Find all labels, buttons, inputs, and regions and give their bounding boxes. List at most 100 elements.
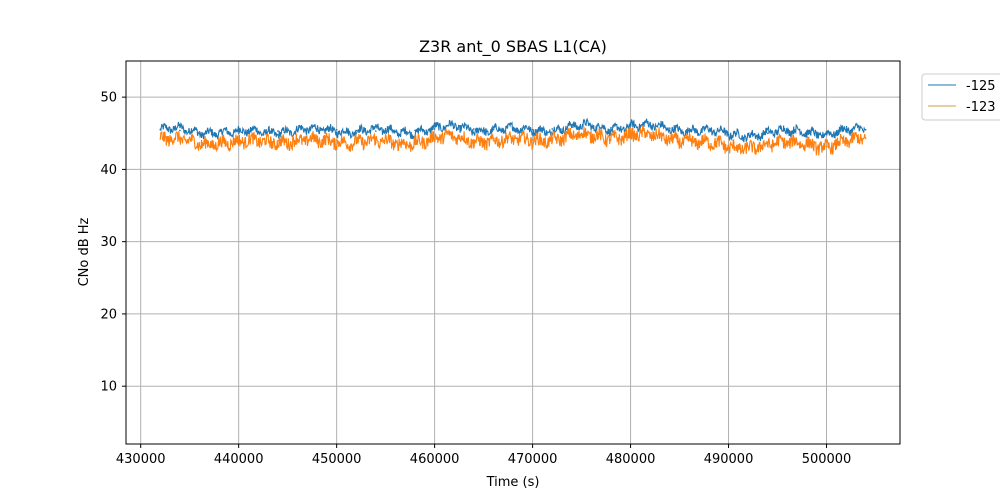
data-point — [649, 126, 651, 128]
data-point — [257, 131, 260, 133]
data-point — [531, 139, 534, 141]
series--123 — [159, 125, 867, 156]
data-point — [669, 137, 671, 140]
data-point — [355, 129, 358, 132]
legend-box — [921, 73, 1000, 121]
legend-label-123: -123 — [966, 100, 996, 115]
data-point — [806, 141, 808, 144]
x-tick-label: 460000 — [410, 452, 460, 467]
x-tick-label: 500000 — [802, 452, 852, 467]
data-point — [766, 132, 769, 135]
data-point — [198, 141, 201, 144]
data-point — [198, 131, 201, 133]
data-point — [473, 128, 475, 130]
data-point — [727, 133, 730, 136]
y-tick-label: 50 — [100, 91, 117, 106]
data-point — [414, 129, 416, 132]
data-point — [237, 142, 240, 145]
x-tick-label: 440000 — [214, 452, 264, 467]
data-point — [277, 130, 279, 132]
data-point — [159, 138, 162, 140]
data-point — [864, 128, 867, 131]
data-point — [394, 131, 397, 133]
data-point — [766, 144, 769, 146]
plot-frame — [125, 60, 901, 445]
data-point — [629, 133, 632, 136]
data-point — [257, 140, 260, 142]
x-tick-label: 470000 — [508, 452, 558, 467]
data-point — [727, 146, 730, 149]
data-point — [296, 129, 299, 132]
x-tick-label: 450000 — [312, 452, 362, 467]
x-tick-label: 480000 — [606, 452, 656, 467]
data-point — [845, 142, 847, 145]
data-point — [590, 126, 593, 128]
data-point — [825, 132, 828, 135]
chart-title: Z3R ant_0 SBAS L1(CA) — [419, 37, 607, 57]
data-point — [512, 129, 514, 132]
data-point — [492, 128, 495, 131]
data-point — [845, 131, 847, 133]
data-point — [433, 138, 436, 140]
data-point — [159, 128, 162, 131]
data-point — [414, 140, 416, 142]
y-tick-label: 20 — [100, 307, 117, 322]
data-point — [335, 128, 338, 131]
x-tick-label: 490000 — [704, 452, 754, 467]
y-axis-label: CNo dB Hz — [77, 217, 92, 286]
data-point — [296, 140, 299, 142]
data-point — [747, 145, 749, 148]
data-point — [786, 131, 789, 133]
x-axis: 430000 440000 450000 460000 470000 480000 4900… — [116, 444, 851, 467]
data-point — [864, 137, 867, 140]
data-point — [571, 126, 573, 129]
y-tick-label: 40 — [100, 163, 117, 178]
series-layer — [159, 117, 867, 156]
data-point — [179, 140, 181, 142]
data-point — [571, 136, 573, 138]
series-line--123 — [159, 125, 867, 156]
data-point — [551, 137, 553, 140]
data-point — [433, 128, 436, 130]
data-point — [453, 126, 456, 129]
data-point — [394, 142, 397, 145]
data-point — [237, 132, 240, 135]
data-point — [551, 128, 553, 130]
data-point — [786, 143, 789, 145]
data-point — [688, 139, 691, 141]
data-point — [218, 130, 220, 132]
data-point — [708, 143, 710, 145]
data-point — [708, 131, 710, 133]
data-point — [335, 139, 338, 142]
data-point — [316, 141, 318, 143]
data-point — [277, 139, 279, 142]
data-point — [375, 130, 377, 132]
data-point — [218, 141, 220, 143]
data-point — [747, 133, 749, 135]
data-point — [590, 135, 593, 137]
legend: -125 -123 — [921, 73, 1000, 121]
data-point — [806, 130, 808, 132]
data-point — [453, 136, 456, 139]
data-point — [179, 129, 181, 132]
x-axis-label: Time (s) — [486, 475, 540, 490]
data-point — [629, 125, 632, 127]
data-point — [375, 141, 377, 144]
grid — [126, 61, 900, 444]
data-point — [512, 140, 514, 142]
series--125 — [159, 117, 867, 143]
y-tick-label: 30 — [100, 235, 117, 250]
data-point — [316, 130, 318, 132]
data-point — [492, 139, 495, 142]
y-axis: 10 20 30 40 50 — [100, 91, 126, 395]
legend-label-125: -125 — [966, 79, 996, 94]
data-point — [649, 136, 651, 138]
x-tick-label: 430000 — [116, 452, 166, 467]
data-point — [825, 145, 828, 148]
data-point — [688, 128, 691, 130]
data-point — [531, 128, 534, 131]
data-point — [610, 126, 612, 129]
data-point — [669, 127, 671, 129]
data-point — [473, 139, 475, 141]
